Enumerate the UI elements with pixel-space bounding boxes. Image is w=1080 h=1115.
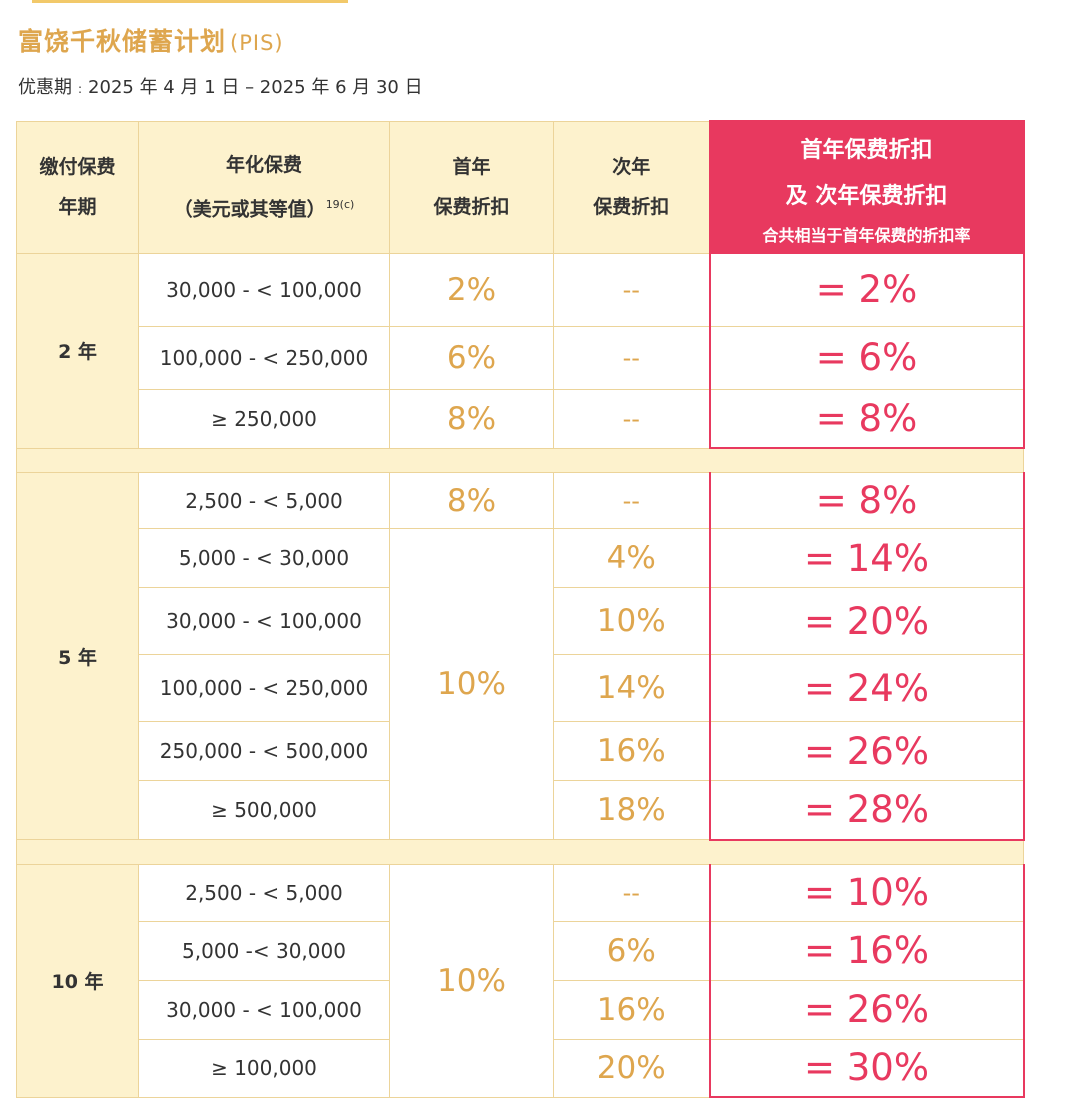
table-row: 5,000 - < 30,000 10% 4% = 14%	[17, 528, 1025, 840]
header-second-year-line1: 次年	[612, 156, 651, 178]
premium-range-cell: 30,000 - < 100,000	[138, 587, 390, 655]
second-year-discount-cell: 14%	[553, 654, 710, 722]
combined-discount-cell: = 20%	[708, 587, 1025, 655]
second-year-discount-cell: --	[553, 388, 710, 449]
offer-period-value: 2025 年 4 月 1 日 – 2025 年 6 月 30 日	[88, 77, 423, 98]
combined-discount-cell: = 8%	[708, 388, 1025, 449]
discount-table: 缴付保费 年期 年化保费 （美元或其等值）19(c) 首年 保费折扣 次年 保费…	[16, 120, 1025, 1098]
premium-range-cell: 100,000 - < 250,000	[138, 654, 390, 722]
second-year-discount-cell: 6%	[553, 920, 710, 981]
separator-cell	[16, 839, 1024, 865]
premium-range-cell: 30,000 - < 100,000	[138, 979, 390, 1040]
offer-period-label: 优惠期	[18, 77, 72, 98]
combined-discount-cell: = 24%	[708, 654, 1025, 722]
first-year-discount-cell: 8%	[389, 388, 554, 449]
table-row: ≥ 100,000 20% = 30%	[17, 1038, 1025, 1098]
header-first-year-line1: 首年	[452, 156, 491, 178]
header-second-year-discount: 次年 保费折扣	[553, 120, 710, 254]
header-annual-premium: 年化保费 （美元或其等值）19(c)	[138, 120, 390, 254]
premium-range-cell: 30,000 - < 100,000	[138, 252, 390, 327]
plan-code: (PIS)	[230, 31, 284, 55]
header-annual-premium-line1: 年化保费	[225, 153, 302, 176]
header-combined-line1: 首年保费折扣	[800, 138, 933, 163]
header-annual-premium-currency: （美元或其等值）	[173, 198, 326, 221]
top-accent-bar	[32, 0, 348, 3]
table-row: 30,000 - < 100,000 10% = 20%	[17, 587, 1025, 655]
combined-discount-cell: = 6%	[708, 325, 1025, 390]
table-row: 5 年 2,500 - < 5,000 8% -- = 8%	[16, 472, 1025, 840]
second-year-discount-cell: --	[553, 325, 710, 390]
footnote-ref: 19(c)	[325, 197, 355, 211]
premium-range-cell: ≥ 100,000	[138, 1038, 390, 1098]
table-row: 2 年 30,000 - < 100,000 2% -- = 2%	[16, 252, 1025, 449]
table-row: ≥ 250,000 8% -- = 8%	[17, 388, 1025, 449]
combined-discount-cell: = 28%	[708, 780, 1025, 841]
plan-title: 富饶千秋储蓄计划 (PIS)	[18, 22, 284, 58]
first-year-discount-cell: 10%	[389, 528, 554, 840]
header-combined-discount: 首年保费折扣 及 次年保费折扣 合共相当于首年保费的折扣率	[708, 120, 1025, 254]
first-year-discount-cell: 8%	[389, 472, 554, 529]
first-year-discount-cell: 2%	[389, 252, 554, 327]
premium-range-cell: ≥ 250,000	[138, 388, 390, 449]
premium-range-cell: 2,500 - < 5,000	[138, 472, 390, 529]
second-year-discount-cell: 18%	[553, 780, 710, 840]
second-year-discount-cell: --	[553, 863, 710, 922]
table-row: 100,000 - < 250,000 6% -- = 6%	[17, 325, 1025, 390]
premium-range-cell: ≥ 500,000	[138, 780, 390, 840]
premium-range-cell: 5,000 -< 30,000	[138, 920, 390, 981]
plan-title-text: 富饶千秋储蓄计划	[18, 27, 227, 56]
combined-discount-cell: = 10%	[708, 863, 1025, 922]
header-payment-term-line2: 年期	[58, 196, 97, 218]
premium-range-cell: 5,000 - < 30,000	[138, 528, 390, 588]
group-separator	[16, 447, 1024, 473]
header-second-year-line2: 保费折扣	[593, 196, 670, 218]
header-payment-term: 缴付保费 年期	[16, 120, 139, 254]
separator-cell	[16, 447, 1024, 473]
combined-discount-cell: = 26%	[708, 979, 1025, 1040]
combined-discount-cell: = 8%	[708, 472, 1025, 529]
second-year-discount-cell: 16%	[553, 979, 710, 1040]
second-year-discount-cell: 16%	[553, 721, 710, 781]
first-year-discount-cell: 6%	[389, 325, 554, 390]
offer-period-separator: :	[78, 82, 83, 96]
combined-discount-cell: = 14%	[708, 528, 1025, 588]
header-combined-line2: 及 次年保费折扣	[785, 184, 948, 209]
header-combined-subtitle: 合共相当于首年保费的折扣率	[762, 226, 971, 245]
header-annual-premium-line2: （美元或其等值）19(c)	[139, 185, 389, 229]
combined-discount-cell: = 16%	[708, 920, 1025, 981]
second-year-discount-cell: 10%	[553, 587, 710, 655]
group-separator	[16, 839, 1024, 865]
table-row: 250,000 - < 500,000 16% = 26%	[17, 721, 1025, 781]
header-first-year-discount: 首年 保费折扣	[389, 120, 554, 254]
premium-range-cell: 2,500 - < 5,000	[138, 863, 390, 922]
combined-discount-cell: = 26%	[708, 721, 1025, 781]
second-year-discount-cell: --	[553, 472, 710, 529]
header-payment-term-line1: 缴付保费	[39, 156, 116, 178]
table-row: 30,000 - < 100,000 16% = 26%	[17, 979, 1025, 1040]
second-year-discount-cell: 20%	[553, 1038, 710, 1098]
term-cell: 10 年	[16, 863, 139, 1098]
term-cell: 2 年	[16, 252, 139, 449]
table-row: 100,000 - < 250,000 14% = 24%	[17, 654, 1025, 722]
offer-period: 优惠期:2025 年 4 月 1 日 – 2025 年 6 月 30 日	[18, 73, 423, 99]
table-row: ≥ 500,000 18% = 28%	[17, 780, 1025, 841]
table-row: 10 年 2,500 - < 5,000 10% -- = 10%	[16, 863, 1025, 1098]
second-year-discount-cell: 4%	[553, 528, 710, 588]
second-year-discount-cell: --	[553, 252, 710, 327]
header-first-year-line2: 保费折扣	[433, 196, 510, 218]
term-cell: 5 年	[16, 472, 139, 840]
first-year-discount-cell: 10%	[389, 863, 554, 1098]
premium-range-cell: 100,000 - < 250,000	[138, 325, 390, 390]
premium-range-cell: 250,000 - < 500,000	[138, 721, 390, 781]
combined-discount-cell: = 2%	[708, 252, 1025, 327]
combined-discount-cell: = 30%	[708, 1038, 1025, 1098]
